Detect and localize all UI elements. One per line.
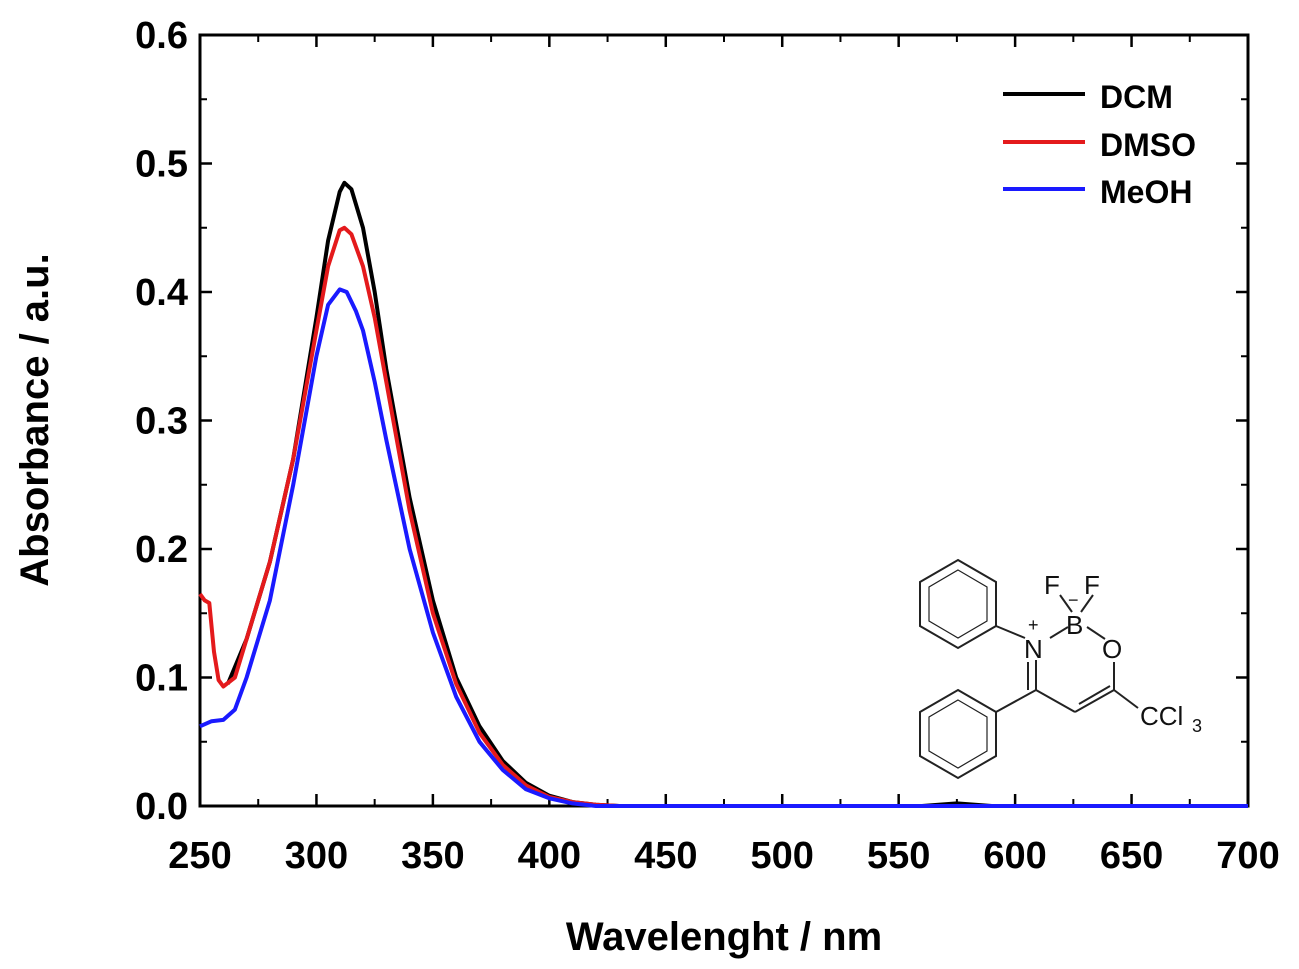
legend-label-dcm: DCM: [1100, 79, 1173, 115]
group-ccl3-subscript: 3: [1192, 716, 1202, 736]
y-tick-label: 0.6: [135, 15, 188, 57]
y-tick-label: 0.5: [135, 144, 188, 186]
charge-minus-b: −: [1068, 590, 1079, 610]
atom-b: B: [1066, 610, 1083, 640]
data-series: [198, 180, 1248, 808]
phenyl-ring-lower-inner: [928, 699, 988, 769]
x-tick-label: 650: [1100, 835, 1163, 877]
x-tick-label: 700: [1216, 835, 1279, 877]
plot-area: [198, 33, 1250, 808]
phenyl-ring-upper: [919, 558, 997, 650]
y-tick-label: 0.1: [135, 658, 188, 700]
x-tick-label: 400: [518, 835, 581, 877]
x-tick-label: 550: [867, 835, 930, 877]
inset-molecular-structure: [919, 558, 1139, 780]
legend: DCM DMSO MeOH: [1003, 79, 1196, 210]
x-tick-label: 250: [168, 835, 231, 877]
x-axis-title: Wavelenght / nm: [566, 915, 882, 959]
x-tick-label: 500: [751, 835, 814, 877]
x-tick-label: 350: [401, 835, 464, 877]
series-line-meoh: [199, 287, 1248, 808]
series-line-dmso: [198, 225, 1248, 808]
y-tick-label: 0.2: [135, 529, 188, 571]
axis-tick-labels: 250 300 350 400 450 500 550 600 650 700 0.0 0.1 0.2 0…: [135, 15, 1280, 877]
inset-atom-labels: F F B N O CCl 3 + −: [1024, 570, 1202, 736]
x-tick-label: 300: [285, 835, 348, 877]
atom-n: N: [1024, 634, 1043, 664]
atom-f-right: F: [1084, 570, 1100, 600]
y-tick-label: 0.3: [135, 401, 188, 443]
y-axis-title: Absorbance / a.u.: [13, 253, 57, 586]
charge-plus-n: +: [1028, 615, 1039, 635]
group-ccl3: CCl: [1140, 701, 1183, 731]
legend-label-meoh: MeOH: [1100, 174, 1192, 210]
legend-label-dmso: DMSO: [1100, 127, 1196, 163]
atom-o: O: [1102, 634, 1122, 664]
atom-f-left: F: [1044, 570, 1060, 600]
y-tick-label: 0.4: [135, 272, 188, 314]
phenyl-ring-upper-inner: [928, 569, 988, 639]
x-tick-label: 450: [634, 835, 697, 877]
y-tick-label: 0.0: [135, 786, 188, 828]
x-tick-label: 600: [983, 835, 1046, 877]
